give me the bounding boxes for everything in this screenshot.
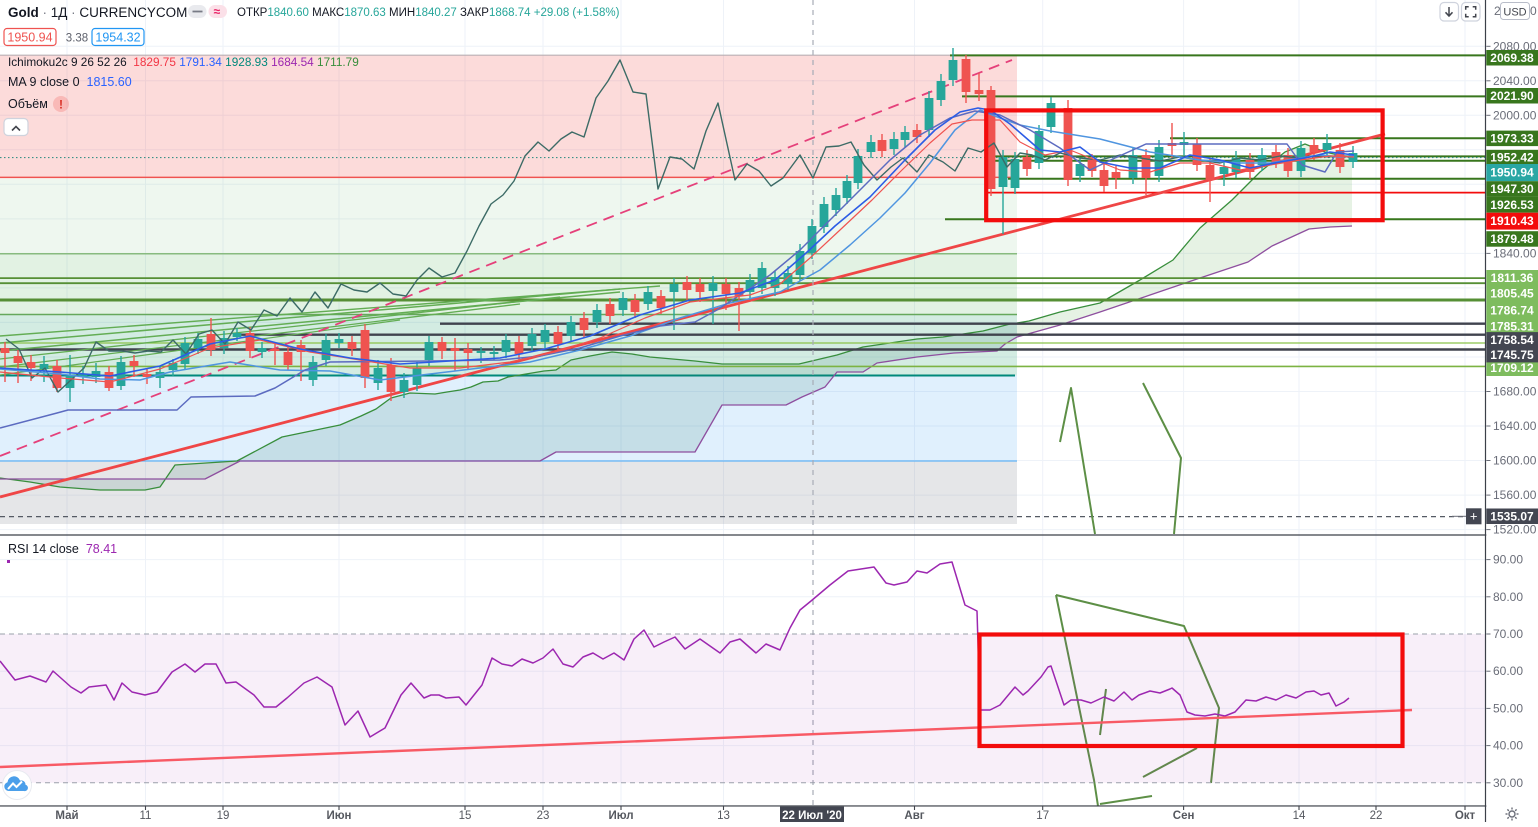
svg-text:1954.32: 1954.32 xyxy=(95,31,140,45)
svg-text:40.00: 40.00 xyxy=(1493,739,1523,753)
svg-text:1535.07: 1535.07 xyxy=(1490,509,1534,523)
svg-text:23: 23 xyxy=(537,810,550,822)
svg-text:Июл: Июл xyxy=(608,810,633,822)
svg-text:Объём: Объём xyxy=(8,97,48,111)
svg-text:1758.54: 1758.54 xyxy=(1490,333,1534,347)
svg-text:1640.00: 1640.00 xyxy=(1493,419,1537,433)
svg-text:11: 11 xyxy=(140,810,152,822)
svg-text:3.38: 3.38 xyxy=(66,33,88,45)
svg-text:MA 9 close 0 1815.60: MA 9 close 0 1815.60 xyxy=(8,75,132,89)
svg-text:19: 19 xyxy=(217,810,230,822)
svg-text:1811.36: 1811.36 xyxy=(1491,271,1534,285)
svg-text:22 Июл '20: 22 Июл '20 xyxy=(782,810,842,822)
svg-text:1560.00: 1560.00 xyxy=(1493,488,1537,502)
svg-text:1840.00: 1840.00 xyxy=(1493,246,1537,260)
svg-text:1910.43: 1910.43 xyxy=(1490,214,1534,228)
svg-text:Июн: Июн xyxy=(326,810,351,822)
svg-text:80.00: 80.00 xyxy=(1493,590,1523,604)
svg-text:14: 14 xyxy=(1293,810,1306,822)
svg-text:2021.90: 2021.90 xyxy=(1490,89,1534,103)
svg-text:90.00: 90.00 xyxy=(1493,553,1523,567)
svg-text:1879.48: 1879.48 xyxy=(1490,232,1534,246)
svg-text:ОТКР1840.60 МАКС1870.63 МИН184: ОТКР1840.60 МАКС1870.63 МИН1840.27 ЗАКР1… xyxy=(237,7,620,19)
svg-text:2040.00: 2040.00 xyxy=(1493,74,1537,88)
svg-text:USD: USD xyxy=(1503,7,1526,19)
svg-text:17: 17 xyxy=(1036,810,1049,822)
svg-text:1709.12: 1709.12 xyxy=(1490,361,1534,375)
svg-text:1950.94: 1950.94 xyxy=(7,31,52,45)
svg-text:RSI 14 close 78.41: RSI 14 close 78.41 xyxy=(8,542,117,556)
svg-text:1600.00: 1600.00 xyxy=(1493,454,1537,468)
svg-text:22: 22 xyxy=(1370,810,1383,822)
svg-text:30.00: 30.00 xyxy=(1493,776,1523,790)
svg-text:Gold · 1Д · CURRENCYCOM: Gold · 1Д · CURRENCYCOM xyxy=(8,5,187,20)
svg-text:Ichimoku2c 9 26 52 26 1829.75: Ichimoku2c 9 26 52 26 1829.75 1791.34 19… xyxy=(8,55,359,69)
svg-text:Окт: Окт xyxy=(1455,810,1476,822)
svg-text:+: + xyxy=(1470,509,1478,524)
svg-text:15: 15 xyxy=(459,810,472,822)
svg-text:1952.42: 1952.42 xyxy=(1490,151,1534,165)
svg-text:1973.33: 1973.33 xyxy=(1490,131,1534,145)
svg-text:13: 13 xyxy=(717,810,730,822)
svg-text:2000.00: 2000.00 xyxy=(1493,108,1537,122)
svg-text:!: ! xyxy=(59,98,63,112)
svg-text:70.00: 70.00 xyxy=(1493,627,1523,641)
svg-text:1926.53: 1926.53 xyxy=(1490,198,1534,212)
svg-text:1947.30: 1947.30 xyxy=(1490,182,1534,196)
svg-text:≈: ≈ xyxy=(214,5,221,19)
svg-text:1786.74: 1786.74 xyxy=(1490,304,1534,318)
svg-text:Сен: Сен xyxy=(1173,810,1195,822)
svg-text:Авг: Авг xyxy=(904,810,924,822)
svg-text:1950.94: 1950.94 xyxy=(1490,166,1534,180)
svg-text:2: 2 xyxy=(1494,4,1501,18)
svg-text:Май: Май xyxy=(55,810,78,822)
svg-text:1520.00: 1520.00 xyxy=(1493,523,1537,537)
svg-text:60.00: 60.00 xyxy=(1493,664,1523,678)
svg-text:0: 0 xyxy=(1530,4,1537,18)
svg-text:50.00: 50.00 xyxy=(1493,701,1523,715)
svg-text:2080.00: 2080.00 xyxy=(1493,39,1537,53)
svg-text:1745.75: 1745.75 xyxy=(1490,348,1534,362)
svg-text:2069.38: 2069.38 xyxy=(1490,51,1534,65)
svg-text:1785.31: 1785.31 xyxy=(1490,320,1534,334)
svg-text:1680.00: 1680.00 xyxy=(1493,385,1537,399)
svg-text:1805.45: 1805.45 xyxy=(1490,287,1534,301)
